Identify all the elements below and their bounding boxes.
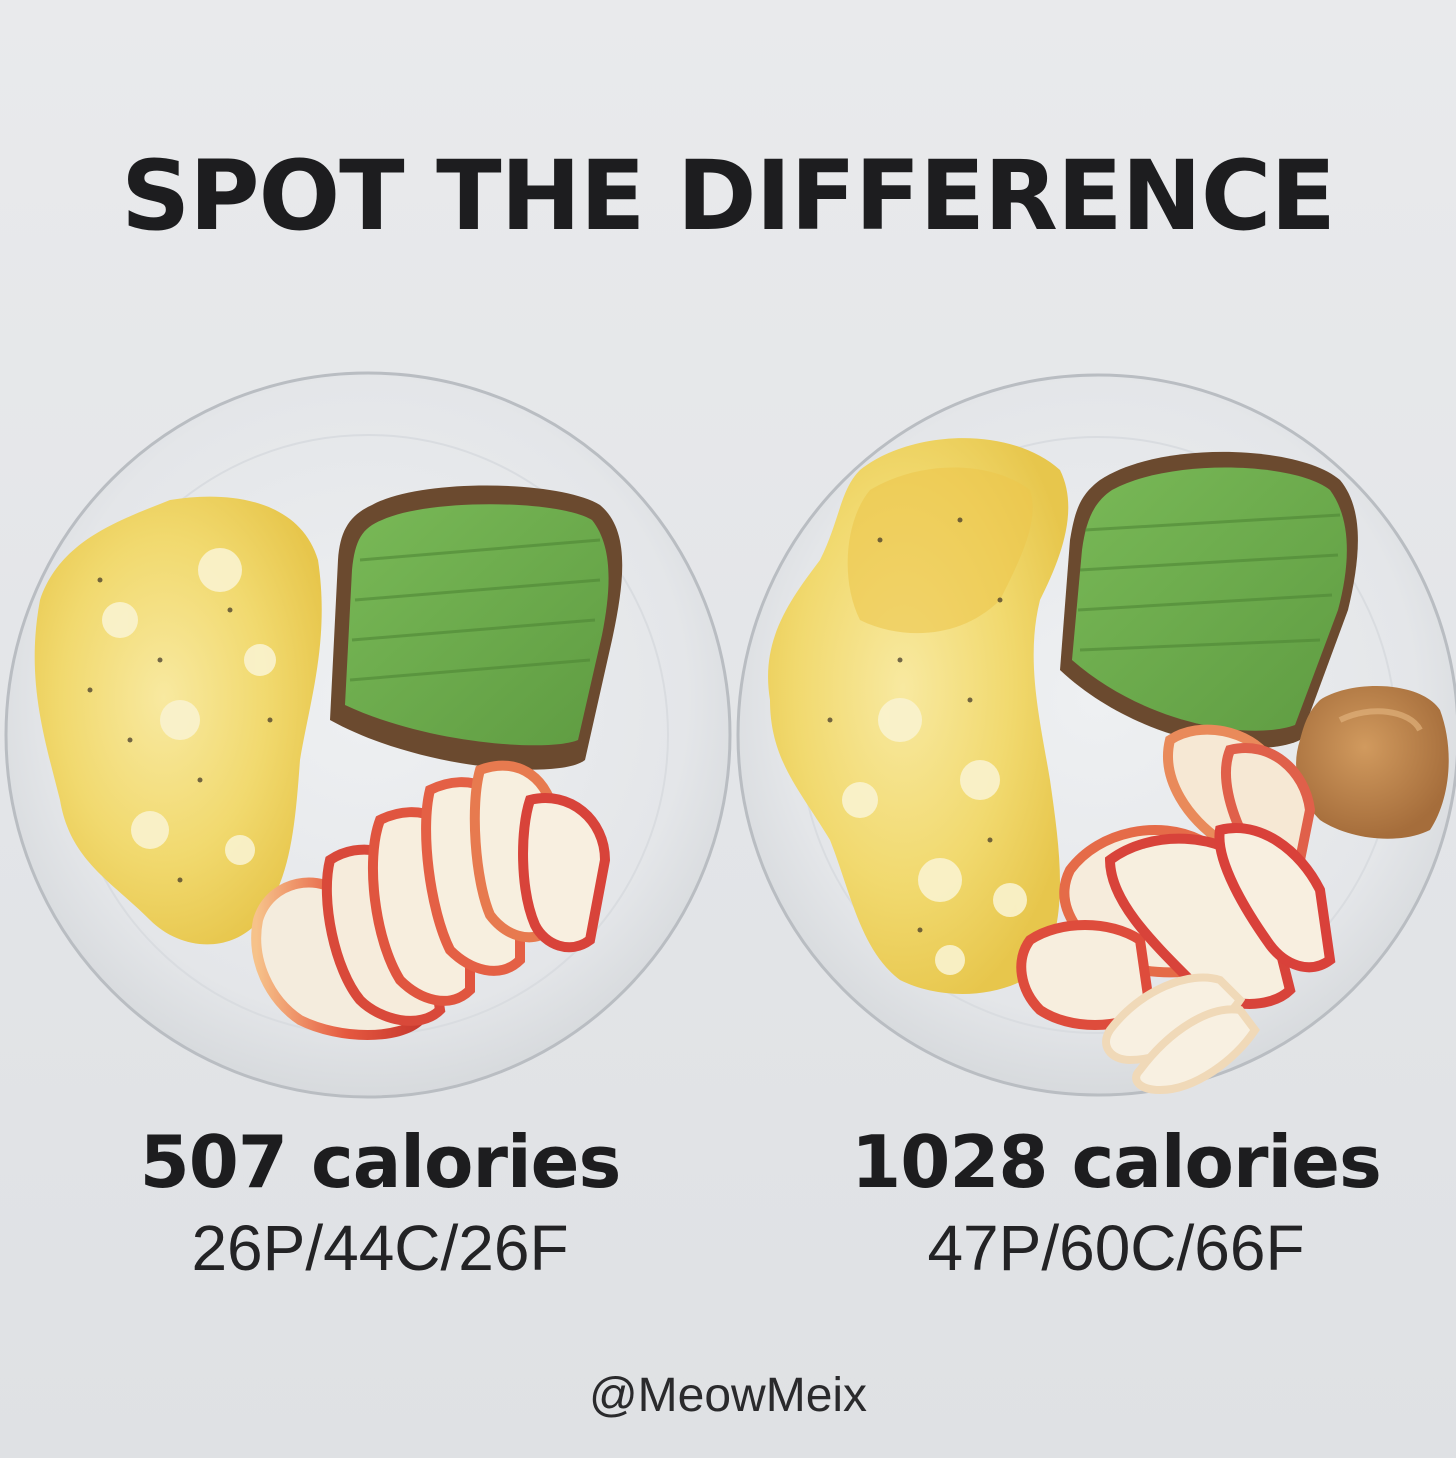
left-avocado-toast [330,485,623,770]
right-calories: 1028 calories [851,1120,1382,1204]
page-title: SPOT THE DIFFERENCE [121,140,1336,252]
left-scrambled-eggs [34,496,322,945]
right-scrambled-eggs [768,438,1069,994]
left-meal-caption: 507 calories 26P/44C/26F [100,1126,660,1280]
left-apple-slices [251,760,611,1040]
right-avocado-toast [1060,451,1358,749]
author-handle: @MeowMeix [588,1369,868,1422]
right-peanut-butter [1296,686,1449,839]
left-macros: 26P/44C/26F [191,1212,569,1284]
right-apple-slices [1016,724,1336,1095]
left-calories: 507 calories [139,1120,622,1204]
right-meal-caption: 1028 calories 47P/60C/66F [836,1126,1396,1280]
right-macros: 47P/60C/66F [927,1212,1305,1284]
